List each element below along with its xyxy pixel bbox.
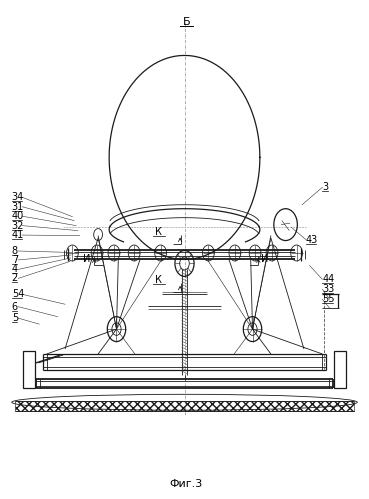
Text: 54: 54 [12, 289, 24, 299]
Text: 5: 5 [12, 313, 18, 323]
Text: 7: 7 [12, 255, 18, 265]
Text: Фиг.3: Фиг.3 [170, 480, 203, 490]
Text: 40: 40 [12, 211, 24, 221]
Text: 6: 6 [12, 302, 18, 312]
Text: К: К [155, 275, 162, 285]
Text: 44: 44 [323, 274, 335, 284]
Text: 41: 41 [12, 230, 24, 240]
Text: И: И [261, 254, 268, 264]
Text: 2: 2 [12, 273, 18, 283]
Text: 3: 3 [323, 182, 328, 192]
Text: Б: Б [183, 17, 190, 27]
Bar [24, 350, 35, 388]
Bar [15, 401, 354, 411]
Text: 4: 4 [12, 264, 18, 274]
Text: 55: 55 [323, 294, 335, 304]
Bar [334, 350, 345, 388]
Text: 8: 8 [12, 246, 18, 256]
Text: К: К [155, 227, 162, 237]
Text: 31: 31 [12, 202, 24, 212]
Text: 33: 33 [323, 284, 335, 294]
Text: 32: 32 [12, 221, 24, 231]
Text: 34: 34 [12, 192, 24, 202]
Text: И: И [83, 254, 90, 264]
Text: 43: 43 [306, 235, 318, 245]
